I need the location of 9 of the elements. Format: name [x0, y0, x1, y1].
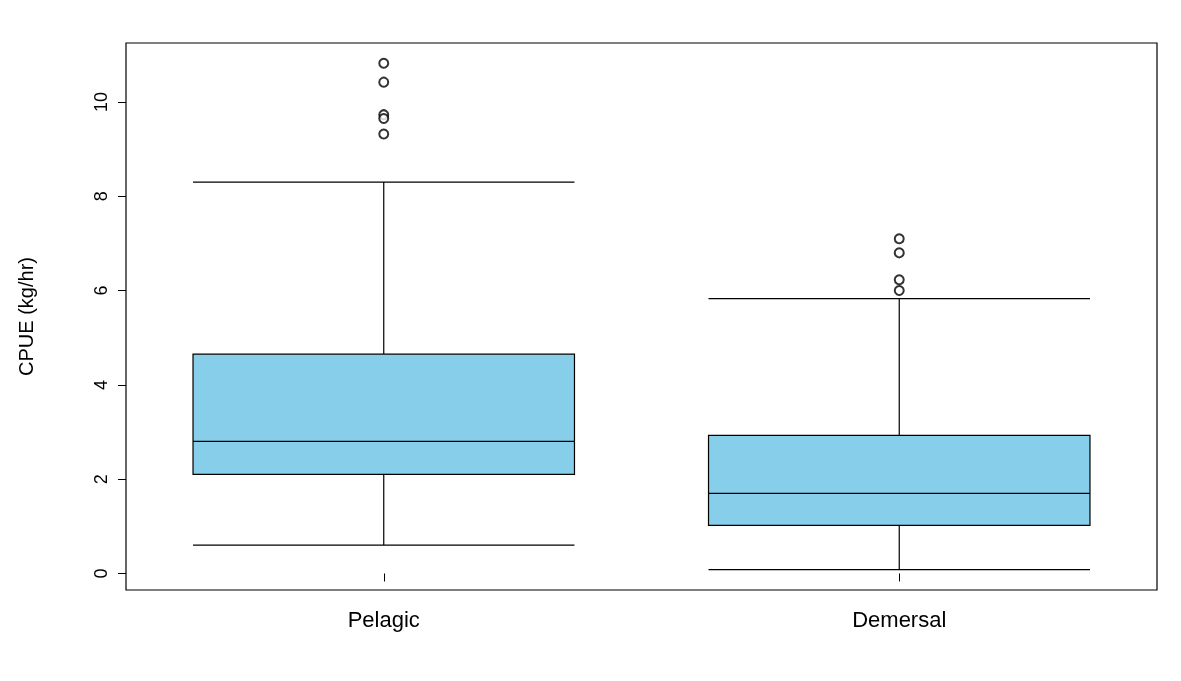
y-tick-label: 2	[91, 474, 111, 485]
y-tick-label: 6	[91, 285, 111, 296]
x-tick-label: Pelagic	[347, 606, 420, 632]
y-tick-label: 8	[91, 191, 111, 202]
y-tick-label: 4	[91, 379, 111, 390]
x-tick-label: Demersal	[852, 606, 947, 632]
y-tick-label: 0	[91, 568, 111, 579]
y-tick-label: 10	[91, 91, 111, 112]
y-axis-title: CPUE (kg/hr)	[15, 257, 37, 376]
